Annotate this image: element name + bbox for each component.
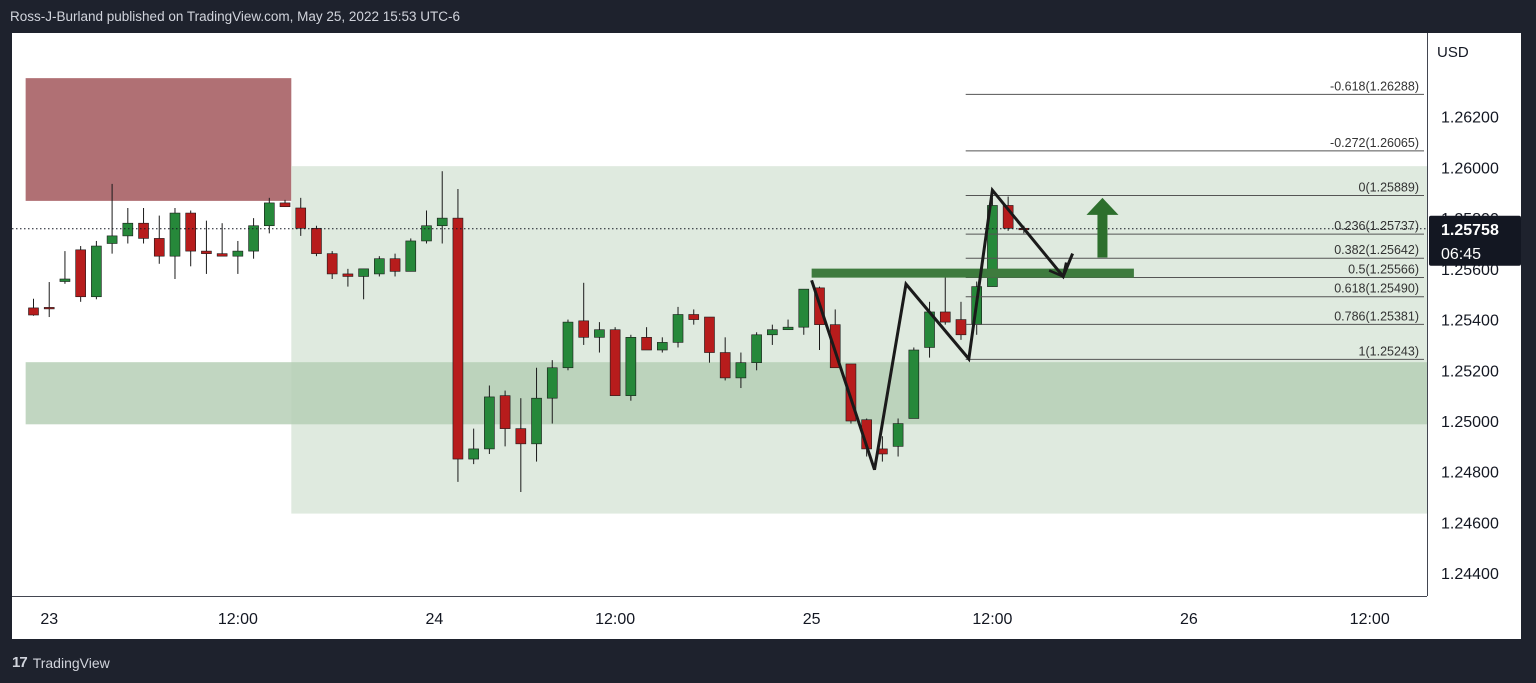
- candle: [264, 202, 275, 227]
- fib-level-label: 0.618(1.25490): [1334, 282, 1419, 296]
- candle: [939, 311, 951, 323]
- candle: [153, 238, 165, 257]
- pattern-arrowhead: [1048, 262, 1068, 279]
- candle: [232, 250, 244, 257]
- candle: [28, 307, 39, 316]
- y-tick-label: 1.26000: [1441, 160, 1499, 177]
- candle: [106, 235, 118, 244]
- candle: [248, 225, 259, 252]
- candle: [389, 258, 401, 272]
- candle: [436, 217, 448, 227]
- candle: [892, 423, 904, 447]
- y-tick-label: 1.25200: [1441, 363, 1499, 380]
- price-axis: [1427, 33, 1521, 639]
- candle: [672, 314, 684, 343]
- candle: [515, 428, 527, 445]
- candle: [185, 212, 196, 252]
- candle: [656, 342, 668, 351]
- candle: [122, 222, 134, 237]
- candle: [138, 222, 149, 239]
- x-tick-label: 23: [40, 611, 58, 628]
- candle: [499, 395, 511, 429]
- candle: [326, 253, 338, 275]
- candle: [452, 217, 464, 460]
- candle: [216, 253, 228, 257]
- fib-level-label: 0(1.25889): [1359, 181, 1419, 195]
- candle: [751, 334, 762, 363]
- y-tick-label: 1.25400: [1441, 313, 1499, 330]
- candle: [641, 337, 652, 351]
- fib-level-label: 0.786(1.25381): [1334, 309, 1419, 323]
- y-tick-label: 1.24400: [1441, 566, 1499, 583]
- candle: [688, 314, 700, 320]
- candle: [594, 329, 605, 338]
- candle: [719, 352, 731, 379]
- candle: [43, 307, 55, 310]
- candle: [59, 278, 71, 282]
- fib-level-label: -0.272(1.26065): [1330, 136, 1419, 150]
- up-arrow-icon: [1086, 197, 1119, 258]
- current-price-value: 1.25758: [1441, 222, 1499, 239]
- x-tick-label: 12:00: [1350, 611, 1390, 628]
- candle: [91, 245, 102, 298]
- candle: [484, 396, 495, 450]
- candle: [955, 319, 967, 336]
- x-tick-label: 12:00: [595, 611, 635, 628]
- candle: [342, 273, 354, 277]
- fib-level-label: 0.5(1.25566): [1348, 262, 1419, 276]
- candle: [421, 225, 432, 242]
- candle: [201, 250, 212, 254]
- candle: [75, 249, 86, 298]
- publish-info: Ross-J-Burland published on TradingView.…: [10, 9, 460, 24]
- candle: [279, 202, 291, 208]
- candle: [374, 258, 385, 275]
- candle: [358, 268, 369, 277]
- candle: [735, 362, 747, 379]
- candle: [704, 316, 715, 353]
- range-zone: [291, 166, 1428, 514]
- fib-level-label: 0.382(1.25642): [1334, 243, 1419, 257]
- candle: [405, 240, 417, 272]
- candle: [169, 212, 181, 257]
- candle: [767, 329, 778, 336]
- fib-level-label: -0.618(1.26288): [1330, 79, 1419, 93]
- x-tick-label: 12:00: [972, 611, 1012, 628]
- candle: [829, 324, 841, 369]
- candle: [546, 367, 558, 399]
- candle: [625, 337, 637, 396]
- chart-pane[interactable]: -0.618(1.26288) -0.272(1.26065) 0(1.25889)…: [12, 33, 1521, 639]
- fib-level-label: 1(1.25243): [1359, 344, 1419, 358]
- countdown-timer: 06:45: [1441, 246, 1481, 263]
- candle: [578, 320, 590, 338]
- y-tick-label: 1.25600: [1441, 262, 1499, 279]
- current-price-tag: [1429, 215, 1521, 266]
- y-tick-label: 1.24600: [1441, 515, 1499, 532]
- y-tick-label: 1.25000: [1441, 414, 1499, 431]
- y-tick-label: 1.24800: [1441, 465, 1499, 482]
- x-tick-label: 25: [803, 611, 821, 628]
- fib-level-label: 0.236(1.25737): [1334, 219, 1419, 233]
- candle: [468, 448, 479, 460]
- candle: [311, 227, 322, 254]
- candle: [295, 207, 307, 229]
- currency-label: USD: [1437, 44, 1469, 61]
- candle: [562, 321, 574, 369]
- footer-brand[interactable]: 17 TradingView: [12, 654, 110, 671]
- supply-zone: [25, 78, 292, 201]
- candle: [845, 363, 857, 422]
- tradingview-logo-icon: 17: [12, 654, 28, 671]
- x-tick-label: 24: [425, 611, 443, 628]
- brand-name: TradingView: [32, 654, 110, 671]
- y-tick-label: 1.26200: [1441, 110, 1499, 127]
- candle: [609, 329, 621, 396]
- candlestick-chart[interactable]: -0.618(1.26288) -0.272(1.26065) 0(1.25889)…: [12, 33, 1521, 639]
- candle: [782, 326, 794, 331]
- candle: [908, 349, 920, 419]
- candle: [531, 397, 542, 445]
- x-tick-label: 12:00: [218, 611, 258, 628]
- candle: [987, 205, 998, 287]
- x-tick-label: 26: [1180, 611, 1198, 628]
- candle: [798, 288, 810, 328]
